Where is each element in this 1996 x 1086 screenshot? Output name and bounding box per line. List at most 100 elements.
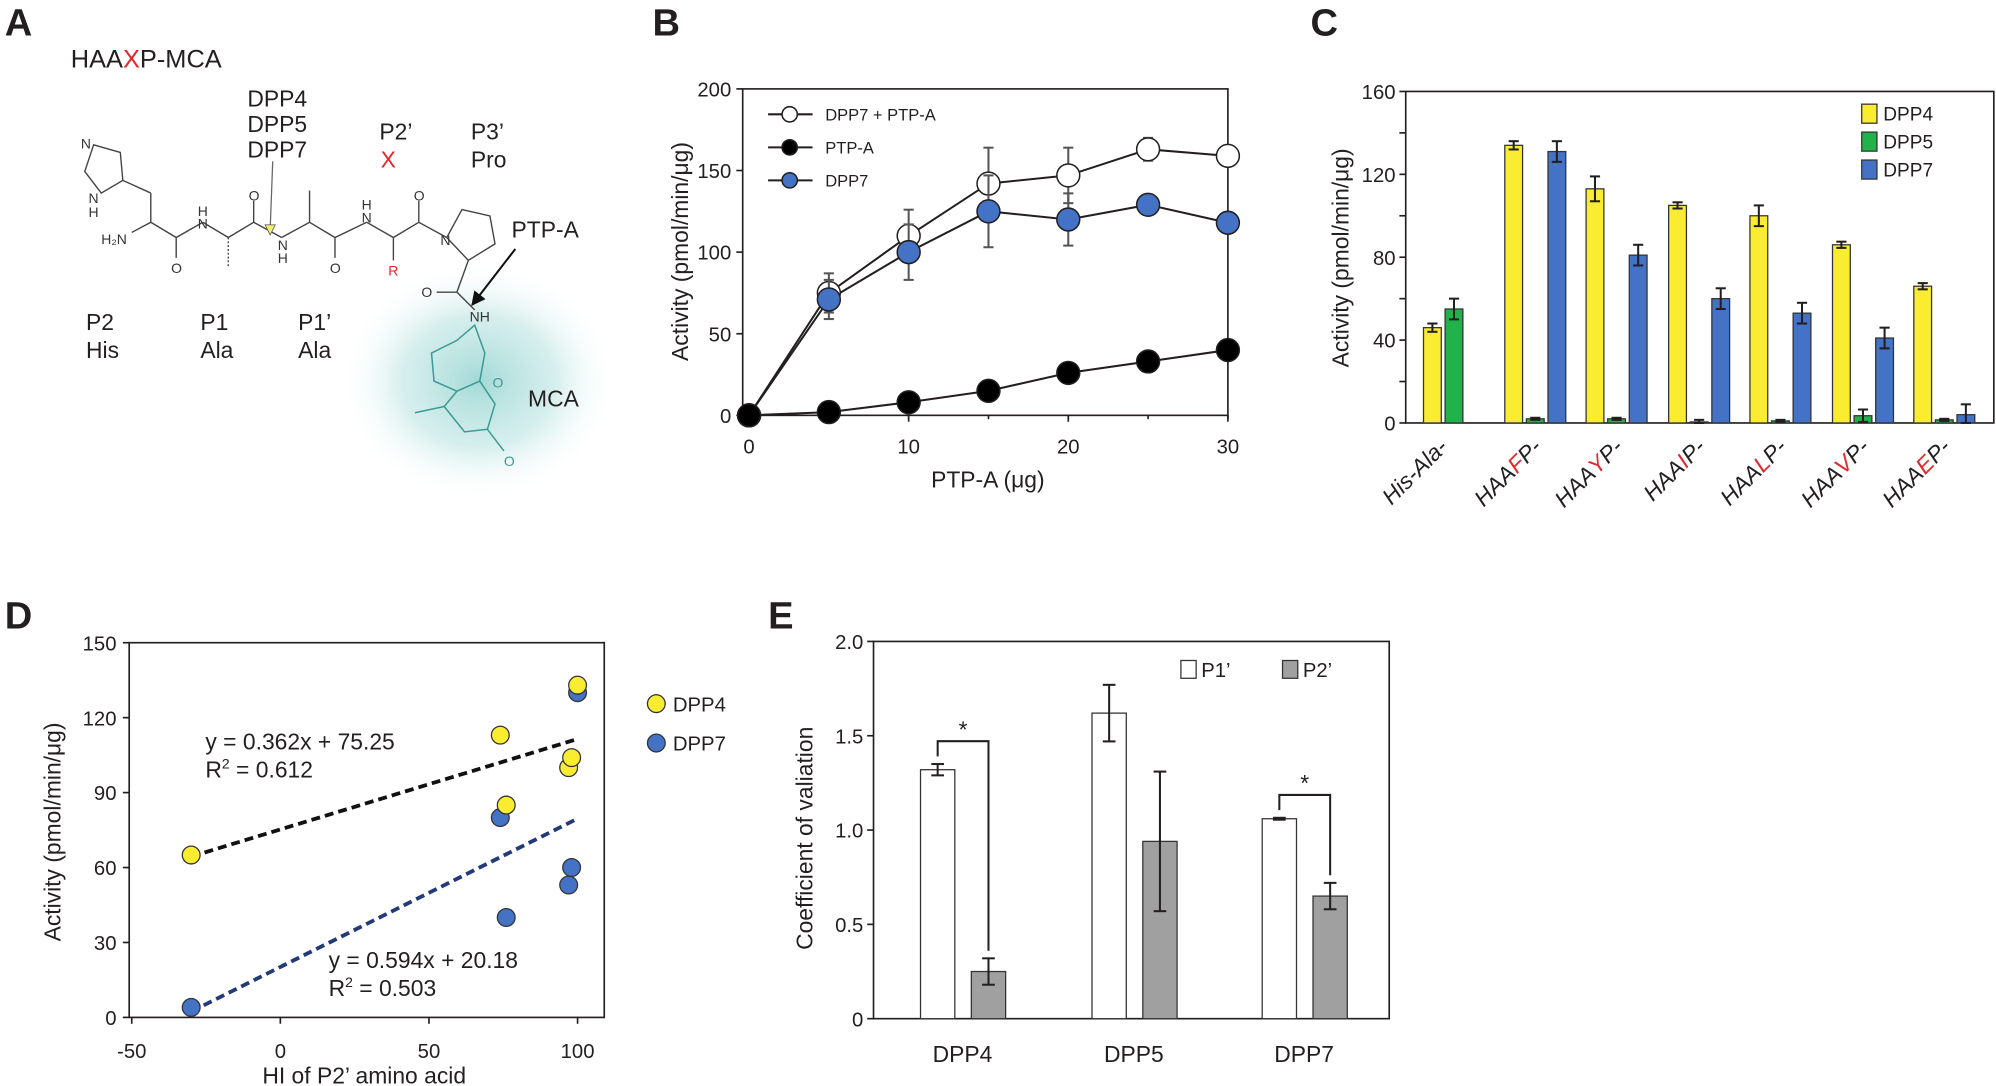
legend-marker <box>781 171 799 189</box>
atom-o: O <box>171 260 182 276</box>
r-squared-value: = 0.612 <box>230 756 313 782</box>
bar-dpp7 <box>1792 312 1812 424</box>
legend-marker <box>781 138 799 156</box>
legend-swatch <box>1861 103 1878 124</box>
bar-dpp4 <box>1504 144 1524 424</box>
y-axis-label: Activity (pmol/min/μg) <box>667 142 693 361</box>
legend-swatch <box>1180 659 1197 679</box>
panel-a-structure: HAAXP-MCA DPP4 DPP5 DPP7 P2’ X P3’ Pro P… <box>71 45 619 502</box>
atom-o: O <box>249 188 260 204</box>
bar-dpp4 <box>1749 215 1769 424</box>
site-p2: P2 <box>86 309 114 335</box>
r-squared: R2 = 0.503 <box>329 974 437 1001</box>
chart-e: 0 0.5 1.0 1.5 2.0 Coefficient of valiation DPP… <box>792 632 1391 1067</box>
y-axis-label: Activity (pmol/min/μg) <box>40 722 66 941</box>
bar-dpp4 <box>1668 204 1688 424</box>
bar-dpp4 <box>1422 327 1442 424</box>
category-label: HAAVP- <box>1796 433 1875 512</box>
site-ala-prime: Ala <box>298 337 331 363</box>
y-tick-label: 0.5 <box>835 915 863 937</box>
bar-dpp4 <box>1831 244 1851 424</box>
enzyme-label: DPP7 <box>247 137 307 163</box>
data-point-1 <box>1056 360 1081 386</box>
category-label: DPP5 <box>1104 1041 1164 1067</box>
bar-dpp5 <box>1444 308 1464 424</box>
data-point-dpp4 <box>496 795 516 815</box>
legend-label: DPP4 <box>673 694 726 716</box>
panel-label-d: D <box>5 596 33 638</box>
category-label: HAALP- <box>1715 433 1792 510</box>
category-label: DPP7 <box>1274 1041 1334 1067</box>
bar-p2prime <box>1312 895 1348 1020</box>
y-tick-label: 40 <box>1373 331 1396 353</box>
data-point-2 <box>976 199 1001 224</box>
atom-n: N <box>440 232 450 248</box>
significance-bracket <box>1278 793 1332 876</box>
data-point-dpp4 <box>490 725 510 745</box>
chart-c: 0 40 80 120 160 Activity (pmol/min/μg) His-Ala… <box>1328 82 1995 512</box>
y-tick-label: 60 <box>94 858 117 880</box>
atom-nh: NH <box>470 308 490 324</box>
atom-o: O <box>330 260 341 276</box>
x-tick-label: 100 <box>561 1041 595 1063</box>
x-tick-label: 50 <box>418 1041 441 1063</box>
substrate-title: HAAXP-MCA <box>71 45 222 73</box>
y-tick-label: 30 <box>94 933 117 955</box>
legend-label: DPP7 <box>825 173 868 191</box>
data-point-dpp4 <box>562 748 582 768</box>
data-point-0 <box>1135 137 1161 162</box>
atom-o: O <box>421 284 432 300</box>
significance-star: * <box>1300 770 1309 796</box>
trend-line-dpp7 <box>190 816 579 1014</box>
legend-label: DPP7 <box>673 734 726 756</box>
bar-p1prime <box>1091 712 1127 1020</box>
category-label: HAAYP- <box>1549 433 1628 512</box>
legend-swatch <box>1861 159 1878 180</box>
legend-label: P2’ <box>1303 660 1332 682</box>
p2prime-label: P2’ <box>379 119 412 145</box>
legend-marker <box>781 105 799 123</box>
y-tick-label: 1.0 <box>835 821 863 843</box>
data-point-1 <box>736 403 762 428</box>
y-axis-label: Coefficient of valiation <box>792 727 818 950</box>
y-tick-label: 80 <box>1373 248 1396 270</box>
y-tick-label: 2.0 <box>835 632 863 654</box>
superscript: 2 <box>222 755 230 771</box>
data-point-2 <box>896 239 921 265</box>
x-tick-label: 0 <box>743 436 754 458</box>
atom-r: R <box>388 263 398 279</box>
enzyme-label: DPP4 <box>247 86 307 112</box>
bar-dpp7 <box>1628 254 1648 424</box>
atom-n: N <box>81 136 91 152</box>
panel-label-e: E <box>768 596 793 638</box>
data-point-dpp7 <box>496 907 516 928</box>
data-point-2 <box>1215 210 1241 235</box>
y-tick-label: 160 <box>1362 82 1396 104</box>
atom-n: N <box>362 209 372 225</box>
data-point-2 <box>816 287 842 312</box>
bar-p1prime <box>1261 818 1298 1020</box>
legend-label: DPP4 <box>1883 105 1933 126</box>
y-tick-label: 50 <box>709 324 732 346</box>
data-point-dpp4 <box>568 675 588 695</box>
legend-swatch <box>1861 131 1878 152</box>
pro-label: Pro <box>471 147 507 173</box>
x-tick-label: 0 <box>275 1041 286 1063</box>
data-point-1 <box>816 399 842 425</box>
y-tick-label: 150 <box>697 161 731 183</box>
significance-star: * <box>959 716 968 742</box>
site-p1prime: P1’ <box>298 309 331 335</box>
ptpa-label: PTP-A <box>512 217 580 243</box>
data-point-1 <box>896 390 921 415</box>
atom-n: N <box>198 216 208 232</box>
x-axis-label: PTP-A (μg) <box>931 467 1045 493</box>
x-tick-label: 20 <box>1057 436 1080 458</box>
significance-bracket <box>936 740 990 951</box>
mca-label: MCA <box>528 385 580 411</box>
site-ala: Ala <box>200 337 233 363</box>
category-label-prefix: His-Ala- <box>1377 433 1453 509</box>
site-p1: P1 <box>200 309 228 335</box>
atom-h: H <box>362 197 372 213</box>
